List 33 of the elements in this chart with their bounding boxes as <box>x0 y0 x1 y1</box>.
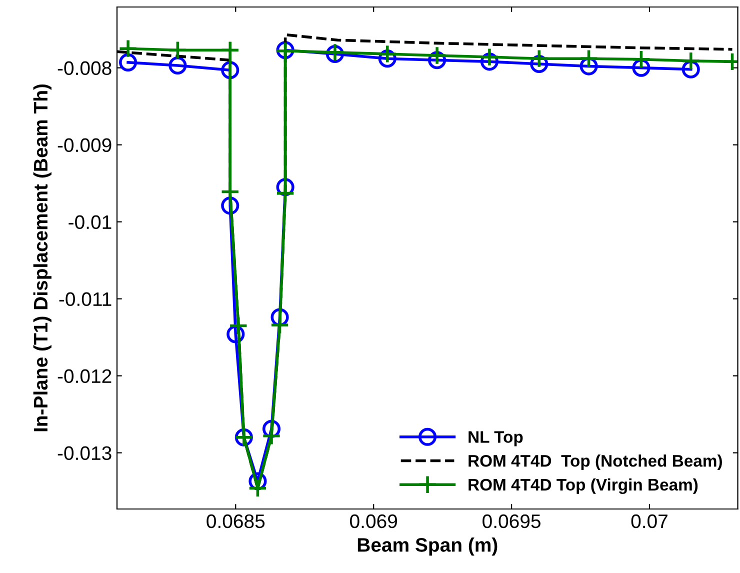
point <box>378 44 398 64</box>
x-axis-title: Beam Span (m) <box>358 538 498 556</box>
y-tick-label: -0.01 <box>68 215 112 230</box>
x-tick-label: 0.0695 <box>482 514 540 528</box>
point <box>262 426 282 446</box>
point <box>228 316 248 336</box>
point <box>168 40 188 60</box>
point <box>248 478 268 498</box>
point <box>270 315 290 335</box>
legend-label: ROM 4T4D Top (Notched Beam) <box>468 454 722 470</box>
point <box>480 47 500 67</box>
legend-label: ROM 4T4D Top (Virgin Beam) <box>468 478 698 494</box>
point <box>427 46 447 66</box>
point <box>681 51 701 71</box>
y-tick-label: -0.012 <box>58 369 112 384</box>
legend-label: NL Top <box>468 431 523 446</box>
point <box>168 56 187 75</box>
y-tick-label: -0.011 <box>59 292 112 306</box>
y-tick-label: -0.009 <box>58 138 112 152</box>
y-tick-label: -0.008 <box>58 61 112 76</box>
point <box>579 48 599 68</box>
y-tick-label: -0.013 <box>58 446 112 460</box>
point <box>119 53 138 72</box>
point <box>276 184 296 204</box>
x-tick-label: 0.0685 <box>206 514 265 528</box>
point <box>220 182 240 202</box>
x-tick-label: 0.07 <box>631 514 668 528</box>
point <box>118 38 138 58</box>
x-tick-label: 0.069 <box>350 514 397 528</box>
point <box>631 50 651 70</box>
y-axis-title: In-Plane (T1) Displacement (Beam Th) <box>33 84 52 432</box>
point <box>220 40 240 60</box>
point <box>529 48 549 68</box>
